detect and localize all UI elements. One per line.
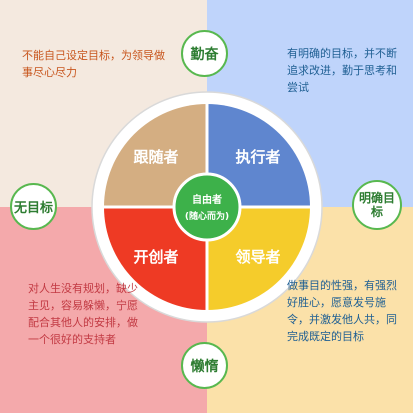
center-label: 自由者 <box>192 193 222 206</box>
label-executor: 执行者 <box>235 148 280 166</box>
note-bottom-right: 做事目的性强，有强烈好胜心，愿意发号施令，并激发他人共，同完成既定的目标 <box>287 279 397 343</box>
segment-pioneer <box>104 207 207 310</box>
axis-label-diligent: 勤奋 <box>181 30 228 77</box>
label-leader: 领导者 <box>234 248 280 266</box>
center-circle <box>172 172 242 242</box>
segment-follower <box>104 104 207 207</box>
segment-executor <box>207 104 310 207</box>
segment-leader <box>207 207 310 310</box>
note-bottom-left: 对人生没有规划，缺少主见，容易躲懒，宁愿配合其他人的安排，做一个很好的支持者 <box>28 282 138 346</box>
axis-label-clear-goal: 明确目标 <box>352 180 402 230</box>
label-pioneer: 开创者 <box>133 248 178 266</box>
axis-label-lazy: 懒惰 <box>181 342 228 389</box>
center-sublabel: (随心而为) <box>185 210 229 222</box>
axis-label-no-goal: 无目标 <box>10 183 57 230</box>
label-follower: 跟随者 <box>133 148 178 166</box>
note-top-left: 不能自己设定目标，为领导做事尽心尽力 <box>22 49 165 79</box>
note-top-right: 有明确的目标，并不断追求改进，勤于思考和尝试 <box>287 47 397 94</box>
